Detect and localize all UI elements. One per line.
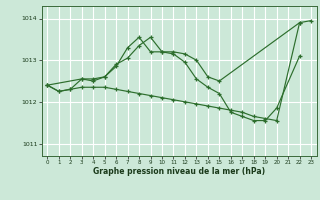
X-axis label: Graphe pression niveau de la mer (hPa): Graphe pression niveau de la mer (hPa): [93, 167, 265, 176]
